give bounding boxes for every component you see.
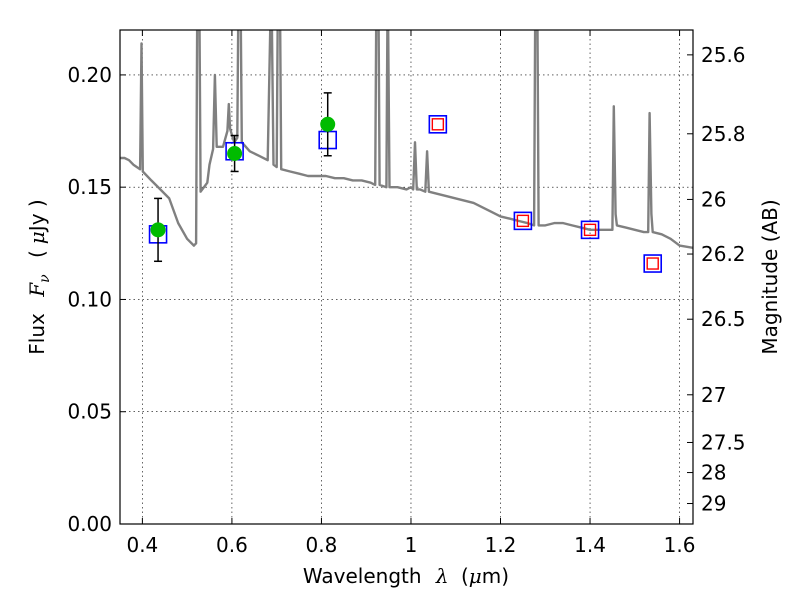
right-tick-label: 26.2: [701, 242, 746, 266]
model-spectrum-line: [120, 30, 693, 249]
x-tick-label: 1.2: [485, 533, 517, 557]
predicted-marker: [431, 118, 445, 131]
x-axis-label-symbol: λ: [435, 564, 449, 588]
right-tick-label: 26: [701, 187, 726, 211]
predicted-marker: [583, 223, 597, 237]
grid: [120, 30, 693, 524]
y-axis-label-subscript: ν: [37, 274, 53, 283]
right-tick-label: 28: [701, 461, 726, 485]
y-axis-label-unit-mu: μ: [25, 231, 49, 244]
predicted-marker: [646, 257, 659, 270]
y-axis-label-unit-rest: Jy ): [25, 199, 49, 233]
right-tick-label: 27.5: [701, 430, 746, 454]
x-tick-label: 0.6: [216, 533, 248, 557]
y-axis-label: Flux Fν ( μJy ): [25, 199, 54, 354]
x-axis-label-unit-rest: m): [482, 564, 509, 588]
x-axis-label-unit-open: (: [461, 564, 469, 588]
plot-frame: [119, 29, 694, 525]
observed-point: [227, 146, 243, 161]
right-axis-label: Magnitude (AB): [758, 199, 782, 354]
right-tick-label: 27: [701, 383, 726, 407]
x-tick-label: 0.4: [126, 533, 158, 557]
y-tick-label: 0.00: [67, 512, 112, 536]
right-tick-label: 26.5: [701, 307, 746, 331]
model-band-marker: [580, 220, 600, 240]
right-tick-label: 29: [701, 492, 726, 516]
y-axis-label-prefix: Flux: [25, 313, 49, 355]
y-axis-label-symbol: F: [25, 282, 49, 298]
x-tick-label: 1.4: [574, 533, 606, 557]
model-band-marker: [643, 254, 663, 273]
predicted-marker: [516, 214, 530, 228]
axes: 0.4 0.6 0.8 1 1.2 1.4 1.6 0.00 0.05 0.10 0.15 0.20 2…: [67, 30, 746, 557]
plot-area: [120, 30, 693, 273]
observed-point: [320, 116, 336, 132]
x-axis-label: Wavelength λ (μm): [303, 564, 509, 588]
observed-point: [150, 222, 166, 238]
y-tick-label: 0.20: [67, 63, 112, 87]
x-tick-label: 0.8: [306, 533, 338, 557]
model-band-marker: [428, 115, 448, 134]
right-tick-label: 25.8: [701, 122, 746, 146]
x-tick-label: 1.6: [664, 533, 696, 557]
x-tick-label: 1: [405, 533, 418, 557]
y-tick-label: 0.10: [67, 287, 112, 311]
x-axis-label-prefix: Wavelength: [303, 564, 422, 588]
y-tick-label: 0.15: [67, 175, 112, 199]
model-band-marker: [513, 211, 533, 231]
x-axis-label-unit-mu: μ: [469, 564, 482, 588]
y-axis-label-unit-open: (: [25, 250, 49, 258]
y-tick-label: 0.05: [67, 400, 112, 424]
right-tick-label: 25.6: [701, 43, 746, 67]
